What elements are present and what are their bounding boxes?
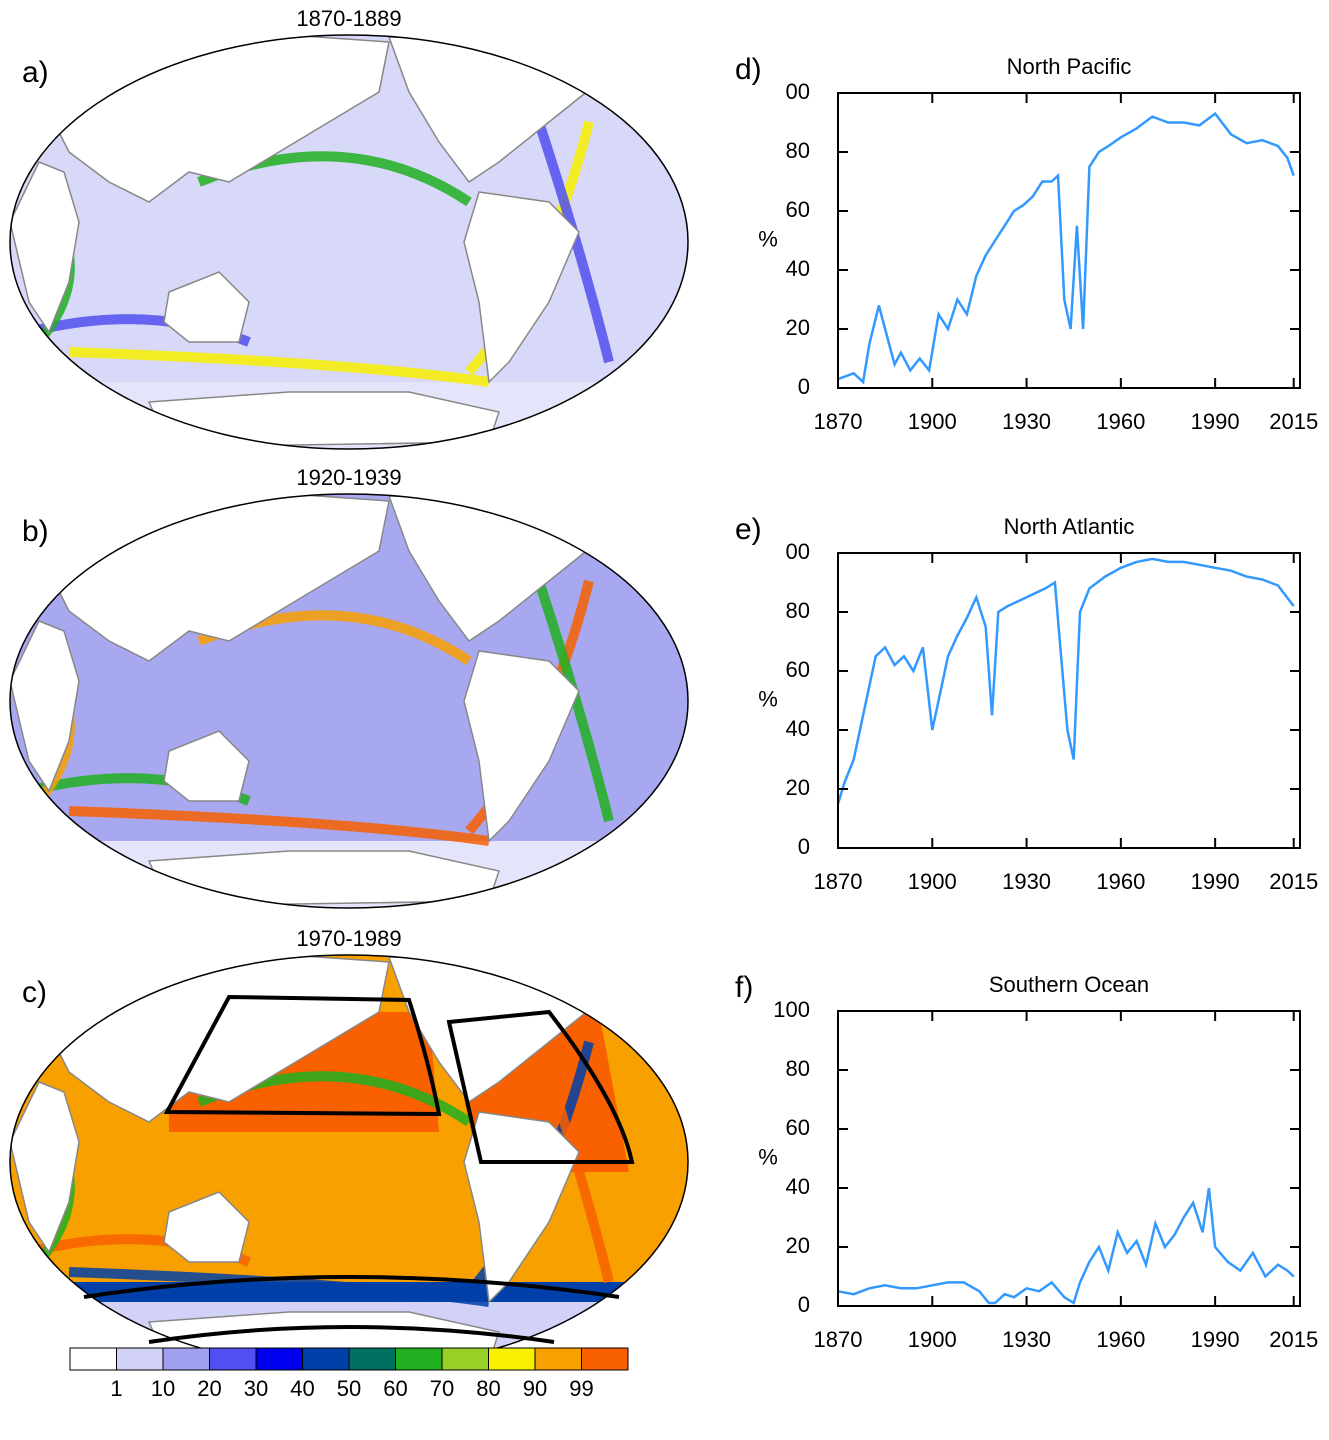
y-tick-label: 20 bbox=[786, 1233, 810, 1258]
y-tick-label: 60 bbox=[786, 197, 810, 222]
y-tick-label: 0 bbox=[798, 1292, 810, 1317]
x-tick-label: 2015 bbox=[1269, 409, 1318, 434]
plot-frame bbox=[837, 1010, 1301, 1307]
x-tick-label: 1870 bbox=[814, 869, 863, 894]
charts: 1 10 20 30 40 50 60 70 80 90 99 North Pacific d)% 0 20… bbox=[69, 53, 1318, 1401]
map-outline bbox=[9, 493, 689, 909]
colorbar-label: 80 bbox=[476, 1376, 500, 1401]
colorbar-swatch bbox=[162, 1347, 210, 1371]
x-tick-label: 1930 bbox=[1002, 1327, 1051, 1352]
colorbar-swatch bbox=[69, 1347, 117, 1371]
y-tick-label: 40 bbox=[786, 256, 810, 281]
y-tick-label: 100 bbox=[773, 997, 810, 1022]
y-tick-label: 40 bbox=[786, 716, 810, 741]
colorbar-label: 50 bbox=[337, 1376, 361, 1401]
y-tick-label: 80 bbox=[786, 1056, 810, 1081]
colorbar-swatch bbox=[441, 1347, 489, 1371]
plot-frame bbox=[837, 552, 1301, 849]
colorbar-label: 10 bbox=[151, 1376, 175, 1401]
panel-label: c) bbox=[22, 976, 47, 1009]
x-tick-label: 2015 bbox=[1269, 1327, 1318, 1352]
region-box bbox=[83, 1275, 620, 1344]
y-tick-label: 20 bbox=[786, 315, 810, 340]
y-axis-label: % bbox=[758, 226, 778, 251]
x-tick-label: 1900 bbox=[908, 869, 957, 894]
x-tick-label: 1960 bbox=[1096, 409, 1145, 434]
y-axis-label: % bbox=[758, 686, 778, 711]
map-title: 1870-1889 bbox=[296, 6, 401, 31]
maps: 1870-1889 a) 1920-1939 b) 1970-1989 c) bbox=[9, 6, 689, 1370]
plot-frame bbox=[837, 92, 1301, 389]
colorbar-label: 1 bbox=[110, 1376, 122, 1401]
y-tick-label: 0 bbox=[798, 834, 810, 859]
shipping-lane bbox=[68, 1267, 490, 1307]
colorbar-label: 20 bbox=[197, 1376, 221, 1401]
map bbox=[9, 34, 689, 450]
y-tick-label: 00 bbox=[786, 539, 810, 564]
chart-title: North Pacific bbox=[1007, 54, 1132, 79]
y-tick-label: 20 bbox=[786, 775, 810, 800]
map-title: 1970-1989 bbox=[296, 926, 401, 951]
panel-label: e) bbox=[735, 513, 762, 546]
colorbar-swatch bbox=[348, 1347, 396, 1371]
y-tick-label: 60 bbox=[786, 657, 810, 682]
chart-title: Southern Ocean bbox=[989, 972, 1149, 997]
shipping-lane bbox=[68, 806, 490, 846]
region-box bbox=[446, 1009, 635, 1164]
panel-label: d) bbox=[735, 53, 762, 86]
x-tick-label: 1870 bbox=[814, 1327, 863, 1352]
x-tick-label: 1930 bbox=[1002, 409, 1051, 434]
colorbar-swatch bbox=[116, 1347, 164, 1371]
data-line bbox=[837, 1187, 1295, 1305]
colorbar-label: 40 bbox=[290, 1376, 314, 1401]
colorbar-swatch bbox=[395, 1347, 443, 1371]
colorbar-swatch bbox=[302, 1347, 350, 1371]
y-tick-label: 40 bbox=[786, 1174, 810, 1199]
colorbar-swatch bbox=[488, 1347, 536, 1371]
y-tick-label: 80 bbox=[786, 598, 810, 623]
x-tick-label: 1900 bbox=[908, 1327, 957, 1352]
y-tick-label: 00 bbox=[786, 79, 810, 104]
panel-label: b) bbox=[22, 515, 49, 548]
region-box bbox=[163, 994, 442, 1117]
y-tick-label: 0 bbox=[798, 374, 810, 399]
colorbar-swatch bbox=[209, 1347, 257, 1371]
map bbox=[9, 493, 689, 909]
x-tick-label: 1930 bbox=[1002, 869, 1051, 894]
map bbox=[9, 954, 689, 1370]
x-tick-label: 1870 bbox=[814, 409, 863, 434]
colorbar-swatch bbox=[534, 1347, 582, 1371]
y-axis-label: % bbox=[758, 1144, 778, 1169]
colorbar-label: 90 bbox=[523, 1376, 547, 1401]
x-tick-label: 1990 bbox=[1191, 1327, 1240, 1352]
data-line bbox=[836, 557, 1295, 805]
y-tick-label: 80 bbox=[786, 138, 810, 163]
map-outline bbox=[9, 34, 689, 450]
colorbar-label: 99 bbox=[569, 1376, 593, 1401]
x-tick-label: 2015 bbox=[1269, 869, 1318, 894]
chart-title: North Atlantic bbox=[1004, 514, 1135, 539]
x-tick-label: 1900 bbox=[908, 409, 957, 434]
y-tick-label: 60 bbox=[786, 1115, 810, 1140]
panel-label: f) bbox=[735, 971, 753, 1004]
colorbar-label: 30 bbox=[244, 1376, 268, 1401]
x-tick-label: 1960 bbox=[1096, 869, 1145, 894]
panel-label: a) bbox=[22, 56, 49, 89]
colorbar-swatch bbox=[581, 1347, 629, 1371]
data-line bbox=[837, 111, 1295, 385]
x-tick-label: 1990 bbox=[1191, 869, 1240, 894]
map-title: 1920-1939 bbox=[296, 465, 401, 490]
colorbar-swatch bbox=[255, 1347, 303, 1371]
colorbar-label: 60 bbox=[383, 1376, 407, 1401]
shipping-lane bbox=[68, 347, 490, 387]
colorbar-label: 70 bbox=[430, 1376, 454, 1401]
x-tick-label: 1960 bbox=[1096, 1327, 1145, 1352]
x-tick-label: 1990 bbox=[1191, 409, 1240, 434]
